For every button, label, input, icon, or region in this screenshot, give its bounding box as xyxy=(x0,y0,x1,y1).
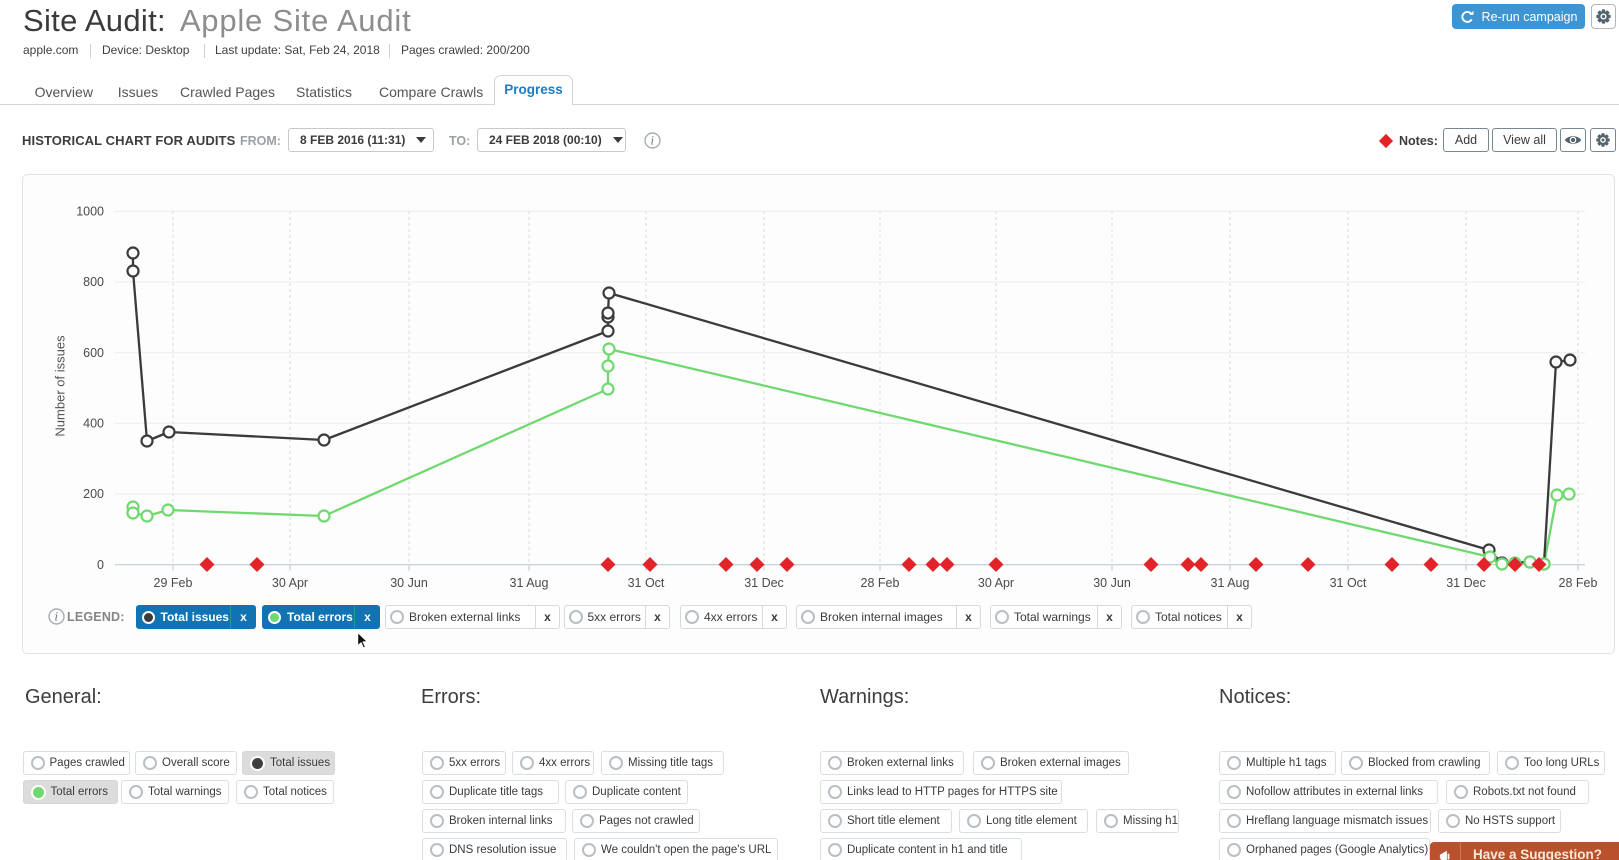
svg-text:28 Feb: 28 Feb xyxy=(1559,576,1598,590)
svg-text:600: 600 xyxy=(83,346,104,360)
svg-text:1000: 1000 xyxy=(76,205,104,219)
svg-text:31 Aug: 31 Aug xyxy=(510,576,549,590)
svg-text:i: i xyxy=(650,134,654,148)
svg-text:31 Aug: 31 Aug xyxy=(1211,576,1250,590)
svg-text:31 Dec: 31 Dec xyxy=(744,576,784,590)
svg-text:29 Feb: 29 Feb xyxy=(154,576,193,590)
svg-text:31 Oct: 31 Oct xyxy=(628,576,665,590)
svg-text:30 Apr: 30 Apr xyxy=(978,576,1014,590)
svg-text:28 Feb: 28 Feb xyxy=(861,576,900,590)
svg-text:i: i xyxy=(54,610,58,624)
svg-text:30 Apr: 30 Apr xyxy=(272,576,308,590)
svg-text:Number of issues: Number of issues xyxy=(53,335,68,437)
svg-text:0: 0 xyxy=(97,558,104,572)
svg-text:31 Oct: 31 Oct xyxy=(1330,576,1367,590)
svg-text:30 Jun: 30 Jun xyxy=(1093,576,1131,590)
svg-text:200: 200 xyxy=(83,487,104,501)
svg-text:800: 800 xyxy=(83,275,104,289)
svg-text:400: 400 xyxy=(83,417,104,431)
svg-text:31 Dec: 31 Dec xyxy=(1446,576,1486,590)
svg-text:30 Jun: 30 Jun xyxy=(390,576,428,590)
